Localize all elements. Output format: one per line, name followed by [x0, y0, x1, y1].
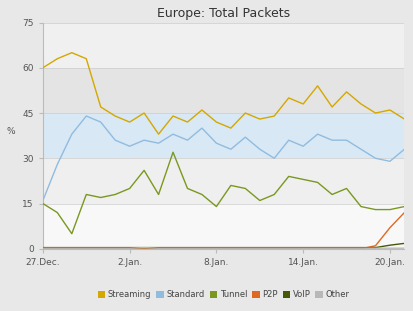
Bar [43, 22, 404, 68]
Y-axis label: %: % [7, 127, 16, 136]
Bar [43, 203, 404, 249]
Legend: Streaming, Standard, Tunnel, P2P, VoIP, Other: Streaming, Standard, Tunnel, P2P, VoIP, … [94, 287, 352, 303]
Bar [43, 158, 404, 203]
Title: Europe: Total Packets: Europe: Total Packets [157, 7, 290, 20]
Bar [43, 113, 404, 158]
Bar [43, 68, 404, 113]
